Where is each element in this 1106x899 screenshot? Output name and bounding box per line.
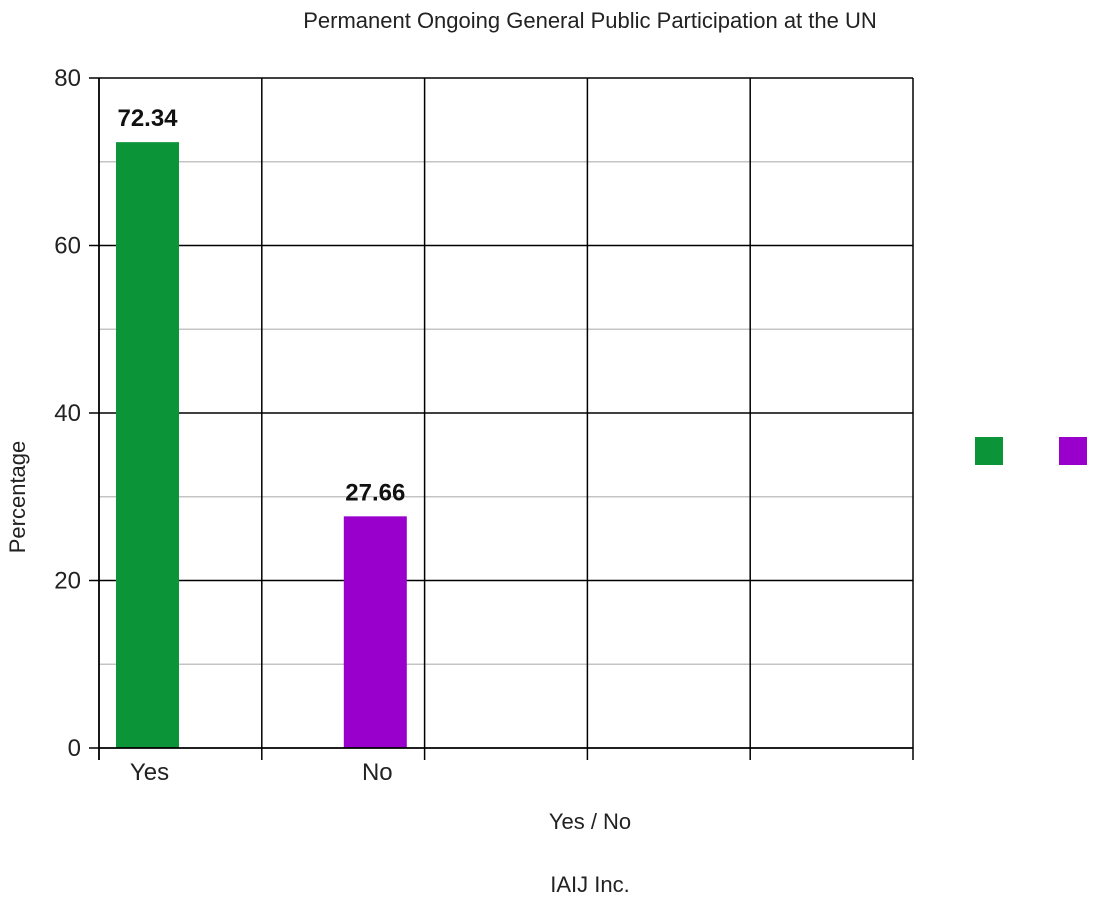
y-tick-label: 0 [68, 735, 81, 762]
x-axis-label: Yes / No [549, 809, 631, 834]
bar-no [343, 516, 407, 748]
legend-swatch-no [1059, 437, 1087, 465]
y-axis-label: Percentage [5, 441, 30, 554]
legend [975, 437, 1087, 465]
bars [116, 142, 407, 749]
y-tick-label: 40 [54, 400, 81, 427]
legend-swatch-yes [975, 437, 1003, 465]
y-tick-label: 60 [54, 233, 81, 260]
footer-text: IAIJ Inc. [550, 872, 629, 897]
chart-title: Permanent Ongoing General Public Partici… [303, 8, 877, 33]
x-tick-label-no: No [362, 759, 393, 786]
data-label-yes: 72.34 [117, 105, 178, 132]
bar-yes [116, 142, 179, 749]
y-tick-label: 20 [54, 568, 81, 595]
grid [99, 77, 914, 760]
axes [89, 77, 913, 760]
data-label-no: 27.66 [345, 479, 405, 506]
y-tick-label: 80 [54, 65, 81, 92]
x-tick-label-yes: Yes [130, 759, 169, 786]
labels: 72.34 Yes 27.66 No 0 20 40 60 80 [54, 65, 405, 786]
